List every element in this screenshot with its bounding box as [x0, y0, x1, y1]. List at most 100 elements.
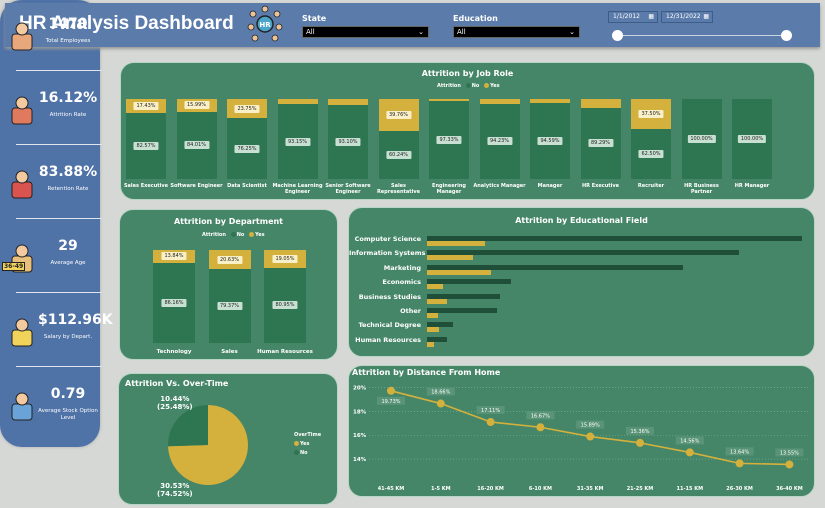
- bar-no-label: 76.25%: [234, 144, 260, 153]
- date-slider-end-handle[interactable]: [781, 30, 792, 41]
- pie-label-no-percent: (25.48%): [157, 403, 193, 411]
- data-label-bg: [775, 448, 804, 457]
- category-label: Computer Science: [354, 235, 421, 243]
- overtime-pie-chart: [168, 405, 248, 485]
- bar-no-label: 80.95%: [272, 301, 298, 310]
- kpi-label: Salary by Depart.: [43, 334, 93, 340]
- x-axis-label: HR Executive: [581, 183, 620, 189]
- bar-yes: [429, 99, 469, 102]
- overtime-chart-title: Attrition Vs. Over-Time: [125, 379, 229, 388]
- x-axis-label: Analytics Manager: [473, 183, 526, 189]
- category-label: Technical Degree: [358, 321, 421, 330]
- x-axis-label: Technology: [156, 349, 192, 355]
- bar-yes-label: 17.43%: [133, 101, 159, 110]
- data-label: 15.36%: [630, 429, 649, 435]
- data-point: [536, 423, 545, 432]
- page-title: HR Analysis Dashboard: [19, 13, 234, 34]
- category-label: Marketing: [383, 263, 421, 272]
- bar-no: [427, 308, 497, 313]
- pie-label-no-value: 10.44%: [160, 395, 190, 403]
- x-axis-label: 6-10 KM: [529, 486, 552, 492]
- data-label: 14.56%: [680, 438, 699, 444]
- date-slider-track[interactable]: [619, 35, 787, 36]
- pie-slice-yes: [168, 405, 248, 485]
- job-role-chart-title: Attrition by Job Role: [421, 69, 514, 78]
- data-label-bg: [725, 447, 754, 456]
- legend-yes-dot: [249, 232, 255, 237]
- bar-yes: [427, 298, 447, 304]
- bar-yes: [427, 327, 439, 333]
- kpi-value: 1470: [48, 16, 88, 32]
- overtime-legend: OverTime Yes No: [294, 431, 321, 458]
- job-role-panel: Attrition by Job Role Attrition No Yes 1…: [120, 62, 815, 200]
- bar-yes: [277, 99, 318, 105]
- legend-yes-dot: [484, 83, 490, 88]
- stock-monitor-icon: [8, 390, 36, 422]
- bar-no-label: 79.37%: [216, 302, 243, 311]
- retention-icon: [8, 168, 36, 200]
- bar-no: [427, 322, 453, 328]
- kpi-sidebar: 1470 Total Employees 16.12% Attrition Rate 8…: [0, 0, 113, 447]
- bar-yes: [427, 269, 491, 275]
- legend-no-dot: [294, 450, 299, 455]
- end-date-value: 12/31/2022: [666, 13, 701, 20]
- category-label: Human Resources: [355, 335, 421, 344]
- y-tick-label: 16%: [353, 433, 367, 439]
- data-label-bg: [476, 406, 505, 415]
- legend-no: No: [236, 232, 245, 238]
- date-slider-start-handle[interactable]: [612, 30, 623, 41]
- data-point: [586, 432, 595, 441]
- calendar-icon[interactable]: ▦: [703, 13, 709, 20]
- x-axis-label: HR Business Partner: [684, 183, 719, 195]
- bar-no-label: 93.10%: [335, 137, 361, 146]
- overtime-panel: Attrition Vs. Over-Time 10.44% (25.48%) 3…: [118, 373, 338, 505]
- kpi-card: 83.88% Retention Rate: [0, 156, 100, 216]
- calendar-icon[interactable]: ▦: [648, 13, 654, 20]
- bar-no-label: 84.01%: [183, 141, 210, 150]
- employee-icon: [8, 20, 36, 52]
- hr-team-icon: HR: [247, 5, 283, 42]
- bar-no: [427, 279, 511, 285]
- education-dropdown-value: All: [457, 28, 466, 36]
- bar-yes-label: 15.99%: [183, 101, 210, 110]
- bar-yes-label: 19.05%: [272, 254, 298, 263]
- bar-no-label: 93.15%: [284, 137, 311, 146]
- legend-no-dot: [465, 83, 471, 88]
- kpi-label: Average Age: [50, 260, 86, 266]
- data-label-bg: [426, 387, 455, 396]
- y-tick-label: 20%: [353, 386, 367, 392]
- x-axis-label: 1-5 KM: [431, 486, 451, 492]
- data-label-bg: [526, 411, 555, 420]
- data-label: 13.55%: [780, 450, 799, 456]
- kpi-card: 16.12% Attrition Rate: [0, 82, 100, 142]
- x-axis-label: Manager: [537, 183, 563, 189]
- start-date-input[interactable]: 1/1/2012 ▦: [608, 11, 658, 23]
- bar-yes-label: 23.75%: [234, 104, 260, 113]
- bar-no-label: 89.29%: [587, 139, 614, 148]
- legend-no-dot: [230, 232, 236, 237]
- x-axis-label: 16-20 KM: [477, 486, 504, 492]
- data-label: 15.89%: [581, 423, 600, 429]
- state-dropdown[interactable]: All ⌄: [302, 26, 429, 38]
- bar-no-label: 94.59%: [537, 137, 563, 146]
- pie-slice-no: [168, 405, 208, 447]
- data-label-bg: [675, 436, 704, 445]
- data-point: [387, 386, 395, 395]
- x-axis-label: Recruiter: [637, 183, 665, 189]
- bar-no: [427, 293, 500, 299]
- x-axis-label: 41-45 KM: [378, 486, 405, 492]
- education-dropdown[interactable]: All ⌄: [453, 26, 580, 38]
- end-date-input[interactable]: 12/31/2022 ▦: [661, 11, 713, 23]
- legend-no: No: [471, 83, 480, 89]
- kpi-card: 1470 Total Employees: [0, 8, 100, 68]
- bar-yes: [427, 241, 486, 246]
- kpi-divider: [16, 292, 102, 293]
- pie-label-no: 10.44% (25.48%): [157, 395, 193, 411]
- bar-no: [427, 236, 802, 241]
- data-label-bg: [377, 396, 405, 405]
- pie-label-yes-percent: (74.52%): [157, 490, 193, 498]
- kpi-value: 0.79: [50, 386, 86, 402]
- department-panel: Attrition by Department Attrition No Yes…: [119, 209, 338, 360]
- bar-yes-label: 13.84%: [161, 252, 187, 261]
- legend-no: No: [300, 450, 308, 456]
